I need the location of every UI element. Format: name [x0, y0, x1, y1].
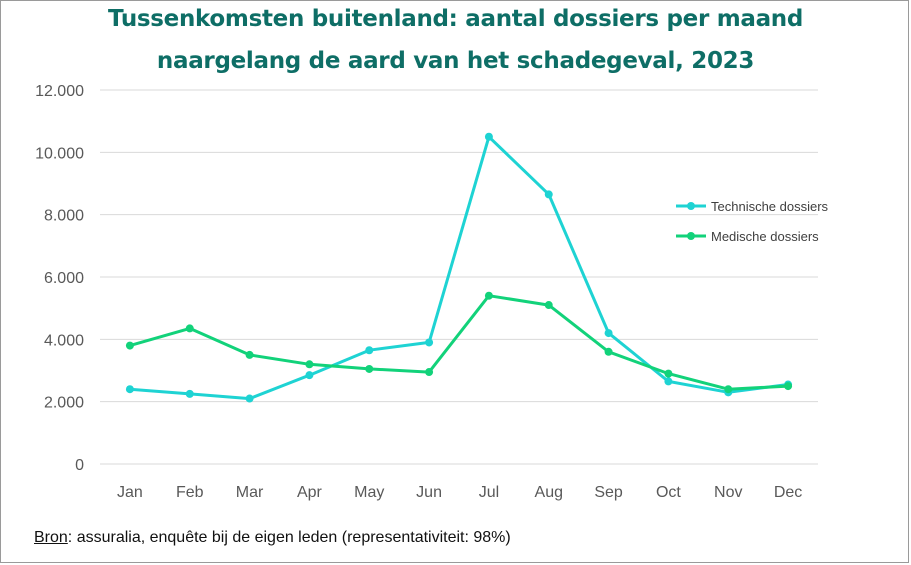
- x-tick-label: Mar: [236, 484, 264, 501]
- data-point-medische: [604, 347, 613, 356]
- x-tick-label: Nov: [714, 484, 742, 501]
- legend-marker: [687, 232, 695, 240]
- data-point-medische: [484, 291, 493, 300]
- data-point-medische: [305, 360, 314, 369]
- x-tick-label: Aug: [535, 484, 563, 501]
- x-tick-label: Feb: [176, 484, 204, 501]
- data-point-medische: [425, 368, 434, 377]
- y-tick-label: 10.000: [35, 145, 84, 162]
- y-tick-label: 12.000: [35, 83, 84, 100]
- data-point-medische: [245, 350, 254, 359]
- y-tick-label: 0: [75, 457, 84, 474]
- source-note: Bron: assuralia, enquête bij de eigen le…: [34, 529, 511, 547]
- data-point-technische: [125, 385, 134, 394]
- source-text: : assuralia, enquête bij de eigen leden …: [67, 529, 511, 546]
- data-point-technische: [305, 371, 314, 380]
- x-tick-label: Jun: [416, 484, 442, 501]
- y-tick-label: 2.000: [44, 395, 84, 412]
- y-tick-label: 8.000: [44, 208, 84, 225]
- data-point-medische: [125, 341, 134, 350]
- data-point-medische: [724, 385, 733, 394]
- x-tick-label: Jan: [117, 484, 143, 501]
- data-point-technische: [544, 190, 553, 199]
- legend-label: Medische dossiers: [711, 229, 819, 244]
- data-point-medische: [185, 324, 194, 333]
- y-tick-label: 6.000: [44, 270, 84, 287]
- x-tick-label: Sep: [594, 484, 623, 501]
- source-label: Bron: [34, 529, 68, 546]
- data-point-technische: [245, 394, 254, 403]
- x-tick-label: Apr: [297, 484, 323, 501]
- series-line-medische: [128, 294, 790, 391]
- x-tick-label: Dec: [774, 484, 802, 501]
- x-tick-label: Jul: [479, 484, 499, 501]
- x-tick-label: Oct: [656, 484, 681, 501]
- data-point-technische: [425, 338, 434, 347]
- chart-title-line-2: naargelang de aard van het schadegeval, …: [156, 48, 755, 74]
- series-line-technische: [128, 135, 790, 401]
- legend-label: Technische dossiers: [711, 199, 829, 214]
- legend-marker: [687, 202, 695, 210]
- data-point-technische: [185, 389, 194, 398]
- y-tick-label: 4.000: [44, 332, 84, 349]
- data-point-technische: [365, 346, 374, 355]
- chart-title-line-1: Tussenkomsten buitenland: aantal dossier…: [107, 6, 804, 32]
- x-tick-label: May: [354, 484, 384, 501]
- data-point-technische: [484, 132, 493, 141]
- data-point-medische: [544, 301, 553, 310]
- data-point-technische: [604, 329, 613, 338]
- data-point-medische: [784, 382, 793, 391]
- data-point-technische: [664, 377, 673, 386]
- data-point-medische: [664, 369, 673, 378]
- data-point-medische: [365, 364, 374, 373]
